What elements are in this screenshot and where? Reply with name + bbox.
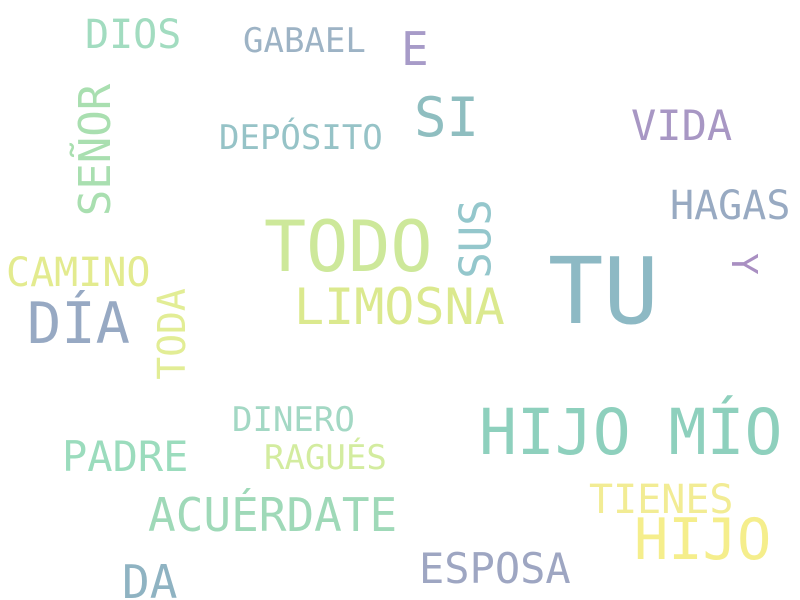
word-hijo-mio: HIJO MÍO [479,396,783,469]
word-deposito: DEPÓSITO [219,118,383,158]
word-si: SI [414,86,480,149]
word-dia: DÍA [27,291,130,357]
word-tienes: TIENES [589,477,734,523]
word-padre: PADRE [62,432,189,481]
word-camino: CAMINO [6,250,151,296]
word-limosna: LIMOSNA [294,278,505,336]
word-da: DA [122,555,178,600]
word-sus: SUS [450,199,502,279]
word-hijo: HIJO [634,507,772,573]
word-gabael: GABAEL [243,21,366,61]
word-acuerdate: ACUÉRDATE [148,488,398,542]
word-tu: TU [548,238,659,345]
word-senor: SEÑOR [70,83,122,217]
word-esposa: ESPOSA [419,544,571,593]
word-dinero: DINERO [232,400,355,440]
word-vida: VIDA [631,101,733,150]
word-todo: TODO [264,206,433,288]
word-ragues: RAGUÉS [264,438,387,478]
word-e: E [401,22,429,76]
word-dios: DIOS [85,12,182,58]
word-y: Y [722,253,764,275]
word-hagas: HAGAS [670,183,791,229]
word-toda: TODA [149,288,194,380]
